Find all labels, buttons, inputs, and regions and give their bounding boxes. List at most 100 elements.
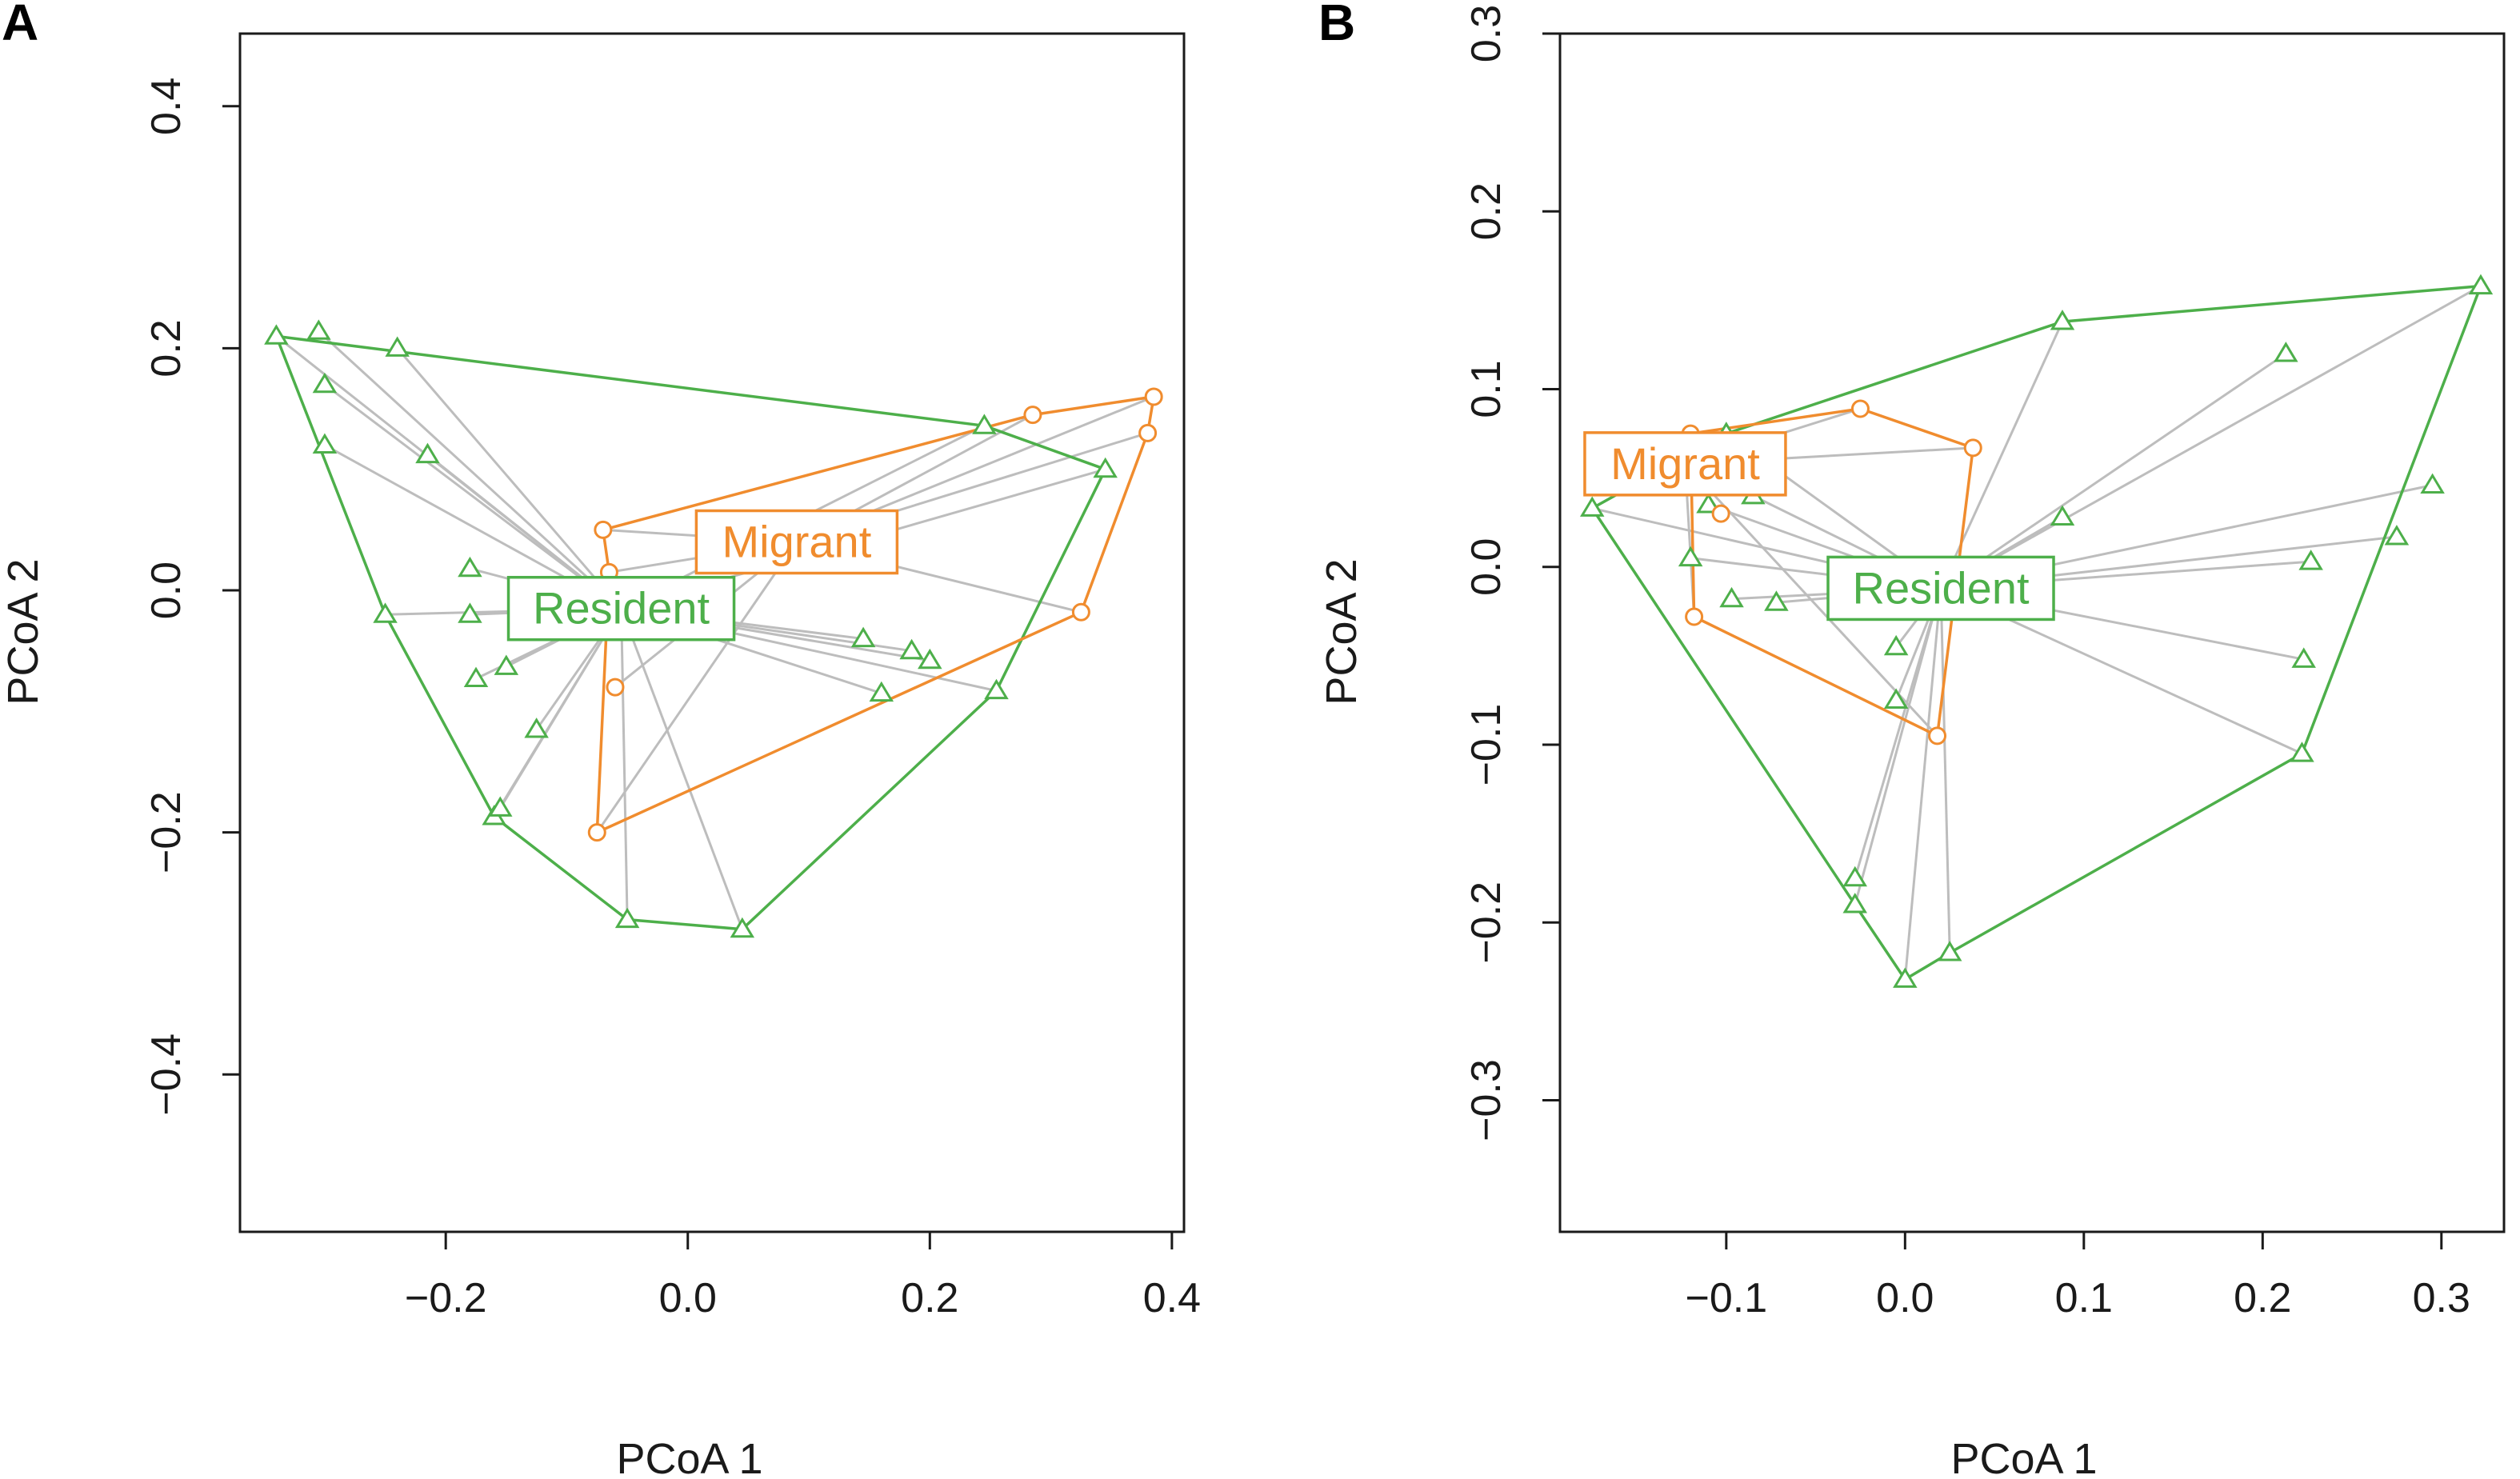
panel-b-axes: −0.1 0.0 0.1 0.2 0.3 −0.3 −0.2 −0.1 0.0 0.1 0.2 0.3 [1463,5,2470,1321]
panel-a-resident-point-14 [614,907,640,929]
panel-a-resident-point-16 [850,626,876,648]
panel-b-resident-point-6 [1764,590,1789,611]
panel-a-y-tick-label-3: 0.2 [143,319,190,377]
panel-a-points [264,319,1163,938]
panel-b-plot-frame [1558,32,2506,1233]
panel-b-resident-point-19 [2290,741,2314,762]
panel-a-resident-point-21 [1093,457,1118,478]
panel-a-resident-point-3 [312,433,338,454]
panel-b-resident-point-2 [2050,310,2075,330]
panel-a-resident-point-8 [458,602,482,623]
panel-b-resident-point-14 [1937,941,1962,961]
panel-a-axes: −0.2 0.0 0.2 0.4 −0.4 −0.2 0.0 0.2 0.4 [143,78,1201,1321]
panel-a-y-tick-label-0: −0.4 [143,1033,190,1116]
panel-b-resident-label: Resident [1853,562,2030,613]
panel-b-x-tick-label-0: −0.1 [1686,1275,1768,1321]
panel-a-migrant-point-3 [587,823,606,842]
panel-a-y-tick-label-2: 0.0 [143,562,190,619]
panel-b: B Resident Migrant −0.1 0.0 0.1 0.2 0.3 −0.3 −0… [1318,0,2506,1479]
panel-a-plot-frame [238,32,1186,1233]
panel-a-resident-point-17 [899,638,924,660]
panel-b-resident-label-box [1826,555,2055,622]
panel-a-resident-point-19 [869,681,894,702]
panel-a-resident-spider-14 [620,608,629,920]
panel-b-resident-point-13 [1893,967,1918,988]
panel-a-resident-point-18 [918,648,942,670]
panel-a-resident-spider-2 [323,383,622,610]
panel-a-resident-point-11 [524,718,549,738]
panel-b-x-tick-label-4: 0.3 [2413,1275,2470,1321]
panel-a-y-tick-label-4: 0.4 [143,78,190,135]
panel-a-x-tick-label-0: −0.2 [405,1275,487,1321]
panel-b-resident-point-9 [1883,634,1909,656]
panel-a-x-tick-label-3: 0.4 [1143,1275,1201,1321]
panel-b-resident-point-12 [1842,893,1867,913]
panel-b-resident-point-10 [1883,688,1909,709]
panel-a-resident-spider-4 [396,347,622,610]
panel-a-resident-spider-13 [498,607,622,809]
panel-b-resident-point-18 [2291,647,2316,668]
panel-b-migrant-point-1 [1850,399,1870,418]
panel-a-resident-label-box [506,575,736,642]
panel-a-resident-point-5 [415,442,440,464]
panel-b-resident-spider-16 [1940,352,2287,590]
panel-a-resident-point-10 [494,654,519,675]
panel-b-letter: B [1318,0,1355,51]
panel-b-resident-spider-12 [1854,588,1942,905]
panel-b-x-tick-label-2: 0.1 [2055,1275,2113,1321]
panel-b-resident-point-21 [2420,473,2445,494]
panel-a-letter: A [2,0,38,51]
panel-a-migrant-point-5 [1144,387,1163,406]
panel-a-resident-point-15 [730,917,755,938]
panel-b-migrant-point-4 [1685,607,1704,626]
panel-b-resident-point-5 [1719,586,1744,608]
panel-b-resident-point-20 [2384,525,2410,546]
panel-a-resident-point-0 [264,324,289,345]
panel-a-x-tick-label-1: 0.0 [659,1275,717,1321]
panel-a-resident-point-1 [306,319,331,340]
panel-b-y-tick-label-3: 0.0 [1463,538,1510,596]
panel-b-resident-point-16 [2274,342,2298,362]
panel-b-y-tick-label-6: 0.3 [1463,5,1510,62]
panel-a-resident-point-2 [312,372,338,394]
panel-a-migrant-point-7 [1071,602,1090,622]
panel-b-migrant-label-box [1583,431,1787,497]
panel-b-y-tick-label-4: 0.1 [1463,360,1510,418]
panel-b-resident-spider-3 [1940,285,2482,590]
panel-b-resident-point-11 [1842,865,1867,887]
panel-a-migrant-point-4 [1023,406,1042,425]
panel-b-migrant-point-2 [1963,438,1982,458]
panel-a-resident-point-7 [458,556,482,578]
panel-b-migrant-point-5 [1928,726,1947,745]
panel-b-resident-point-17 [2298,550,2323,570]
panel-a-y-tick-label-1: −0.2 [143,791,190,873]
panel-a-resident-point-22 [984,678,1009,700]
panel-b-y-axis-title: PCoA 2 [1318,558,1366,705]
panel-b-resident-spider-13 [1903,588,1942,980]
panel-b-x-tick-label-1: 0.0 [1876,1275,1934,1321]
panel-b-x-tick-label-3: 0.2 [2234,1275,2291,1321]
panel-b-migrant-label: Migrant [1610,438,1760,489]
panel-a-x-tick-label-2: 0.2 [901,1275,958,1321]
panel-a-migrant-label: Migrant [722,517,872,567]
panel-b-resident-point-0 [1579,496,1605,517]
panel-a-migrant-spider-3 [596,541,798,833]
panel-a-x-axis-title: PCoA 1 [616,1435,762,1479]
panel-b-y-tick-label-0: −0.3 [1463,1059,1510,1141]
panel-a-resident-label: Resident [533,583,710,634]
panel-a-resident-spider-15 [620,608,744,930]
panel-b-migrant-point-3 [1711,504,1730,523]
panel-a-resident-point-6 [373,602,398,623]
panel-b-resident-point-15 [2050,505,2075,526]
panel-b-y-tick-label-1: −0.2 [1463,881,1510,964]
panel-a-resident-point-9 [463,666,489,687]
panel-b-resident-point-3 [2468,274,2494,295]
panel-b-x-axis-title: PCoA 1 [1950,1435,2097,1479]
panel-a-resident-point-13 [488,796,513,817]
panel-b-y-tick-label-2: −0.1 [1463,704,1510,786]
panel-a-migrant-point-0 [594,520,613,539]
panel-a-resident-point-4 [385,336,410,357]
